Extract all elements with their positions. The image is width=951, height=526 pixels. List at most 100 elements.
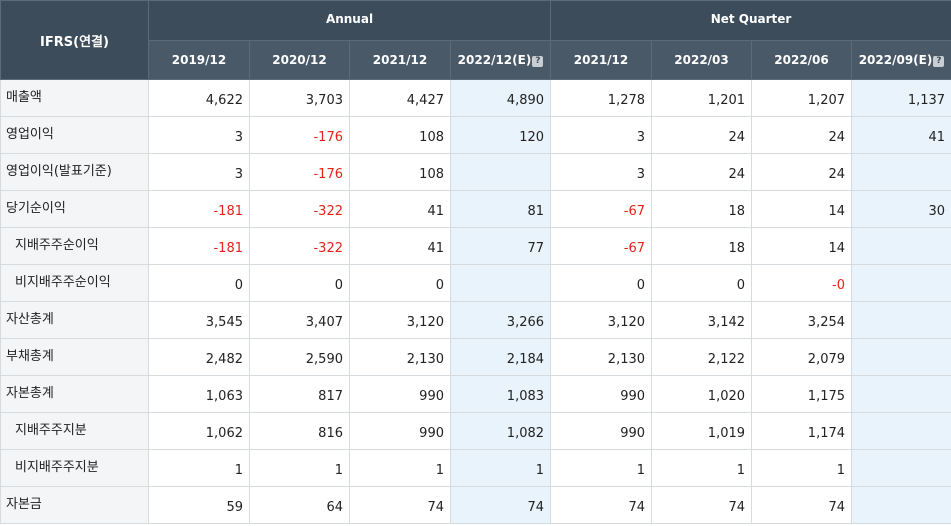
table-body: 매출액 4,622 3,703 4,427 4,890 1,278 1,201 1,207 1,… [0,79,951,524]
table-cell [851,449,951,487]
annual-group-header: Annual [147,0,552,41]
table-cell: 0 [249,264,350,302]
column-header-label: 2022/03 [674,53,729,67]
table-cell: 2,590 [249,338,350,376]
column-header-label: 2022/09(E) [858,53,933,67]
table-cell: 30 [851,190,951,228]
table-cell: 1 [751,449,853,487]
table-cell [851,486,951,524]
table-cell [851,338,951,376]
help-icon[interactable]: ? [933,56,945,67]
table-row: 비지배주주지분 1 1 1 1 1 1 1 [0,449,951,487]
table-cell: 120 [449,116,552,154]
table-cell: 2,079 [751,338,853,376]
row-label: 부채총계 [0,338,149,376]
table-cell: 3,120 [349,301,451,339]
row-label: 비지배주주순이익 [0,264,149,302]
table-cell: 1,082 [449,412,552,450]
table-cell: 59 [148,486,250,524]
table-cell: 1 [349,449,451,487]
table-cell: 74 [550,486,653,524]
quarter-group-header: Net Quarter [550,0,951,41]
table-cell [851,153,951,191]
column-header-7: 2022/09(E)? [851,40,951,80]
table-cell: 74 [651,486,753,524]
table-cell: -181 [148,190,250,228]
table-cell [449,264,552,302]
column-header-label: 2020/12 [272,53,327,67]
table-cell: 990 [349,375,451,413]
table-row: 비지배주주순이익 0 0 0 0 0 -0 [0,264,951,302]
table-cell: 77 [449,227,552,265]
table-row: 매출액 4,622 3,703 4,427 4,890 1,278 1,201 1,207 1,… [0,79,951,117]
row-label: 비지배주주지분 [0,449,149,487]
table-cell: 3 [148,153,250,191]
table-cell: 0 [651,264,753,302]
column-header-label: 2019/12 [171,53,227,67]
column-header-2: 2021/12 [349,40,451,80]
table-cell: -176 [249,153,350,191]
table-cell [449,153,552,191]
table-cell: 3 [550,153,653,191]
table-cell: -0 [751,264,853,302]
table-cell: 816 [249,412,350,450]
table-cell: 1,062 [148,412,250,450]
table-cell: 1 [148,449,250,487]
table-cell: 74 [349,486,451,524]
column-header-label: 2022/12(E) [457,53,532,67]
table-cell: -322 [249,227,350,265]
table-cell: 24 [651,116,753,154]
column-header-label: 2021/12 [372,53,428,67]
column-header-6: 2022/06 [751,40,853,80]
table-cell: 1 [449,449,552,487]
table-row: 자산총계 3,545 3,407 3,120 3,266 3,120 3,142 3,254 [0,301,951,339]
row-label: 당기순이익 [0,190,149,228]
table-cell: 0 [148,264,250,302]
table-cell [851,412,951,450]
table-cell: 1,020 [651,375,753,413]
table-cell: -322 [249,190,350,228]
table-cell: 2,130 [550,338,653,376]
table-cell: 64 [249,486,350,524]
table-cell: 1 [651,449,753,487]
table-cell [851,301,951,339]
table-cell: 81 [449,190,552,228]
help-icon[interactable]: ? [532,56,544,67]
table-cell: 1,175 [751,375,853,413]
column-header-1: 2020/12 [249,40,350,80]
table-cell: 3,703 [249,79,350,117]
row-label: 영업이익 [0,116,149,154]
row-label: 영업이익(발표기준) [0,153,149,191]
table-cell [851,227,951,265]
table-cell: 817 [249,375,350,413]
table-cell [851,375,951,413]
table-cell: 1 [249,449,350,487]
table-cell: 3 [148,116,250,154]
table-cell: 990 [349,412,451,450]
table-row: 영업이익 3 -176 108 120 3 24 24 41 [0,116,951,154]
table-row: 당기순이익 -181 -322 41 81 -67 18 14 30 [0,190,951,228]
table-cell: 24 [751,153,853,191]
column-header-label: 2021/12 [573,53,629,67]
table-cell: 2,130 [349,338,451,376]
table-cell: 24 [651,153,753,191]
table-cell: 3,254 [751,301,853,339]
table-cell: 3 [550,116,653,154]
table-row: 부채총계 2,482 2,590 2,130 2,184 2,130 2,122 2,079 [0,338,951,376]
table-cell: 108 [349,116,451,154]
table-cell: 41 [349,227,451,265]
table-row: 영업이익(발표기준) 3 -176 108 3 24 24 [0,153,951,191]
table-cell: 24 [751,116,853,154]
table-cell: 1 [550,449,653,487]
table-cell: 1,278 [550,79,653,117]
table-cell: -67 [550,190,653,228]
table-row: 자본금 59 64 74 74 74 74 74 [0,486,951,524]
row-label: 지배주주순이익 [0,227,149,265]
header-group-row: IFRS(연결) Annual Net Quarter [0,0,951,80]
table-cell: 41 [349,190,451,228]
table-cell: 14 [751,227,853,265]
table-cell: -176 [249,116,350,154]
table-cell: 18 [651,190,753,228]
table-cell: 1,063 [148,375,250,413]
